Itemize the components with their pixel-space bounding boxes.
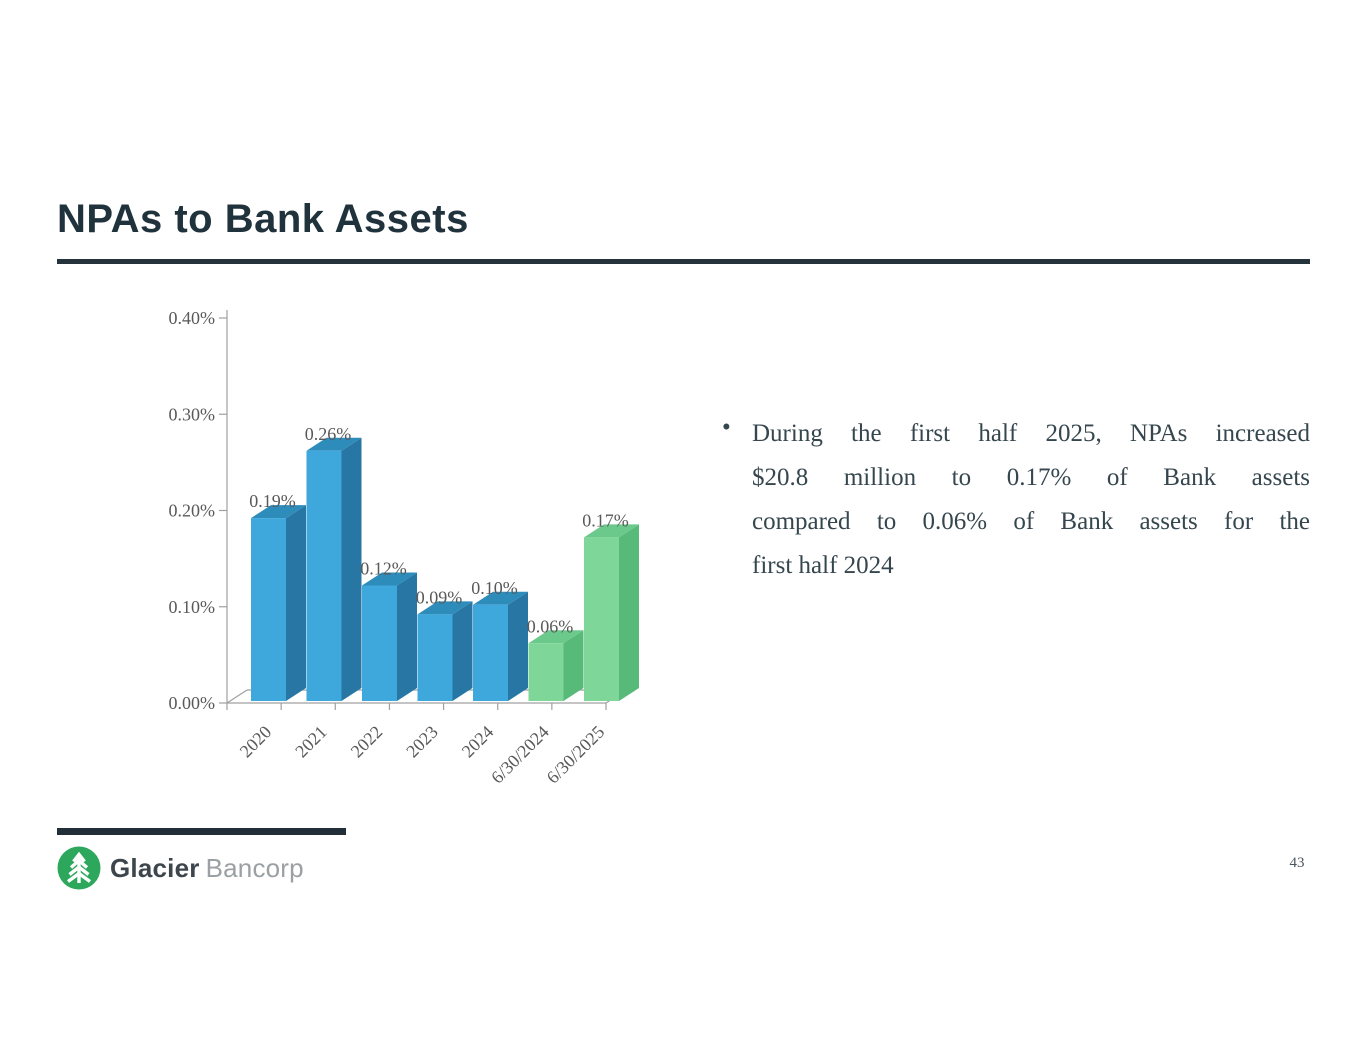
y-axis-label: 0.00% [169, 693, 216, 713]
bar-value-label: 0.26% [305, 424, 352, 444]
y-axis-label: 0.20% [169, 501, 216, 521]
logo-wordmark: Glacier Bancorp [110, 853, 304, 884]
bar-2024 [473, 591, 528, 701]
bar-side-face [286, 505, 306, 701]
glacier-tree-icon [57, 846, 101, 890]
bar-top-face [417, 601, 473, 615]
bar-2022 [362, 572, 417, 701]
bar-chart-canvas: 0.40% 0.30% 0.20% 0.10% 0.00% 0.19% 2020 0.26% 2… [169, 308, 639, 788]
logo-text-bancorp: Bancorp [205, 852, 304, 883]
bar-value-label: 0.12% [360, 559, 407, 579]
bar-top-face [473, 591, 528, 605]
bar-value-label: 0.09% [416, 587, 463, 607]
floor-left-edge [226, 689, 248, 704]
y-axis-label: 0.40% [169, 308, 216, 328]
bar-6/30/2024 [528, 630, 584, 701]
bar-2023 [417, 601, 473, 701]
bar-2021 [306, 437, 362, 701]
bar-front-face [584, 537, 619, 701]
bar-value-label: 0.06% [527, 616, 574, 636]
bar-top-face [306, 437, 362, 451]
title-underline-rule [57, 259, 1310, 264]
x-axis-category-label: 2020 [236, 722, 276, 762]
bar-top-face [362, 572, 417, 586]
bar-front-face [528, 643, 564, 701]
footer-accent-bar [57, 828, 346, 835]
x-axis-category-label: 6/30/2025 [543, 722, 609, 788]
bar-front-face [251, 518, 286, 701]
bar-side-face [341, 437, 362, 701]
bullet-text-line: first half 2024 [752, 552, 894, 579]
bar-top-face [528, 630, 584, 644]
y-axis-label: 0.10% [169, 597, 216, 617]
bullet-text-line: compared to 0.06% of Bank assets for the [752, 508, 1310, 535]
slide-title: NPAs to Bank Assets [57, 197, 469, 241]
x-axis-category-label: 2022 [347, 722, 387, 762]
bar-value-label: 0.10% [471, 578, 518, 598]
x-axis-category-label: 6/30/2024 [487, 722, 553, 788]
bar-front-face [306, 450, 342, 701]
npas-to-bank-assets-chart: 0.40% 0.30% 0.20% 0.10% 0.00% 0.19% 2020 0.26% 2… [90, 300, 670, 830]
bar-side-face [397, 572, 417, 701]
x-axis-category-label: 2023 [402, 722, 442, 762]
bullet-text: During the first half 2025, NPAs increas… [752, 412, 1310, 588]
bar-front-face [417, 614, 453, 701]
x-axis-category-label: 2024 [458, 722, 498, 762]
bar-top-face [584, 524, 639, 538]
bullet-text-line: $20.8 million to 0.17% of Bank assets [752, 464, 1310, 491]
bar-value-label: 0.17% [582, 510, 629, 530]
bar-front-face [473, 604, 508, 701]
commentary-bullet: • During the first half 2025, NPAs incre… [722, 412, 1310, 588]
bar-front-face [362, 585, 397, 701]
bullet-text-line: During the first half 2025, NPAs increas… [752, 420, 1310, 447]
x-axis-category-label: 2021 [291, 722, 331, 762]
page-number: 43 [1289, 855, 1305, 871]
bar-top-face [251, 505, 306, 519]
bullet-point-icon: • [722, 414, 731, 441]
y-axis-label: 0.30% [169, 404, 216, 424]
glacier-bancorp-logo: Glacier Bancorp [56, 845, 304, 891]
bar-2020 [251, 505, 306, 701]
bar-side-face [619, 524, 639, 701]
bar-side-face [563, 630, 584, 701]
logo-text-glacier: Glacier [110, 852, 200, 883]
bar-6/30/2025 [584, 524, 639, 701]
bar-side-face [452, 601, 473, 701]
bar-value-label: 0.19% [249, 491, 296, 511]
bar-side-face [508, 591, 528, 701]
